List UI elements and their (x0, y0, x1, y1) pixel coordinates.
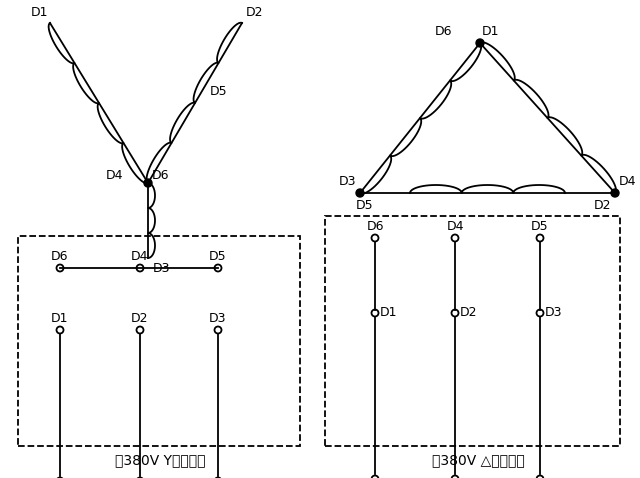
Circle shape (476, 39, 484, 47)
Text: D3: D3 (153, 262, 170, 275)
Bar (325, 216, 620, 446)
Text: D5: D5 (209, 250, 227, 263)
Text: D4: D4 (619, 175, 637, 188)
Text: ～380V Y形接线法: ～380V Y形接线法 (115, 453, 205, 467)
Text: D2: D2 (593, 199, 611, 212)
Text: D5: D5 (210, 85, 227, 98)
Text: D2: D2 (246, 6, 264, 19)
Text: D6: D6 (366, 220, 384, 233)
Text: D3: D3 (545, 306, 563, 319)
Text: D2: D2 (460, 306, 477, 319)
Circle shape (356, 189, 364, 197)
Text: D5: D5 (531, 220, 549, 233)
Circle shape (144, 179, 152, 187)
Text: D1: D1 (31, 6, 48, 19)
Text: D6: D6 (435, 25, 452, 38)
Text: D4: D4 (446, 220, 464, 233)
Text: D5: D5 (356, 199, 374, 212)
Text: D3: D3 (339, 175, 356, 188)
Text: D6: D6 (51, 250, 68, 263)
Text: D1: D1 (380, 306, 397, 319)
Text: D6: D6 (152, 169, 170, 182)
Text: D3: D3 (209, 312, 227, 325)
Text: D2: D2 (131, 312, 148, 325)
Circle shape (611, 189, 619, 197)
Text: D4: D4 (131, 250, 148, 263)
Text: ～380V △形接线法: ～380V △形接线法 (431, 453, 524, 467)
Text: D1: D1 (51, 312, 68, 325)
Text: D4: D4 (106, 169, 123, 182)
Text: D1: D1 (482, 25, 499, 38)
Bar (18, 236, 300, 446)
